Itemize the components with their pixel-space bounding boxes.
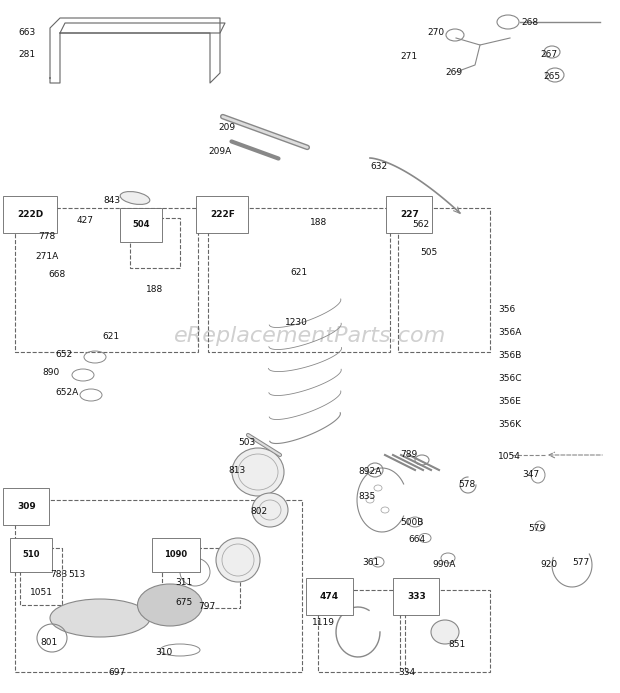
Text: 1119: 1119	[312, 618, 335, 627]
Text: 802: 802	[250, 507, 267, 516]
Text: 577: 577	[572, 558, 589, 567]
Ellipse shape	[431, 620, 459, 644]
Text: 188: 188	[310, 218, 327, 227]
Text: 500B: 500B	[400, 518, 423, 527]
Bar	[15, 500, 302, 672]
Text: 222D: 222D	[17, 210, 43, 219]
Text: 621: 621	[102, 332, 119, 341]
Bar	[398, 208, 490, 352]
Text: 271A: 271A	[35, 252, 58, 261]
Text: 664: 664	[408, 535, 425, 544]
Text: 990A: 990A	[432, 560, 455, 569]
Text: 778: 778	[38, 232, 55, 241]
Ellipse shape	[138, 584, 203, 626]
Text: 269: 269	[445, 68, 462, 77]
Bar	[15, 208, 198, 352]
Text: 890: 890	[42, 368, 60, 377]
Text: 222F: 222F	[210, 210, 235, 219]
Text: 1054: 1054	[498, 452, 521, 461]
Text: 1230: 1230	[285, 318, 308, 327]
Text: 1051: 1051	[30, 588, 53, 597]
Text: 265: 265	[543, 72, 560, 81]
Bar	[20, 548, 62, 605]
Text: 474: 474	[320, 592, 339, 601]
Text: 579: 579	[528, 524, 545, 533]
Bar	[162, 548, 240, 608]
Bar	[130, 218, 180, 268]
Text: 503: 503	[238, 438, 255, 447]
Text: 652: 652	[55, 350, 72, 359]
Text: 835: 835	[358, 492, 375, 501]
Text: 227: 227	[400, 210, 419, 219]
Text: 801: 801	[40, 638, 57, 647]
Text: 813: 813	[228, 466, 246, 475]
Text: 347: 347	[522, 470, 539, 479]
Text: 843: 843	[103, 196, 120, 205]
Text: 513: 513	[68, 570, 86, 579]
Text: 697: 697	[108, 668, 125, 677]
Text: 270: 270	[427, 28, 444, 37]
Text: 209A: 209A	[208, 147, 231, 156]
Ellipse shape	[216, 538, 260, 582]
Text: 427: 427	[77, 216, 94, 225]
Text: 356K: 356K	[498, 420, 521, 429]
Bar	[405, 590, 490, 672]
Text: 578: 578	[458, 480, 476, 489]
Text: 356B: 356B	[498, 351, 521, 360]
Text: 632: 632	[370, 162, 387, 171]
Text: 356: 356	[498, 305, 515, 314]
Text: 209: 209	[218, 123, 235, 132]
Text: 334: 334	[398, 668, 415, 677]
Text: 851: 851	[448, 640, 465, 649]
Text: eReplacementParts.com: eReplacementParts.com	[174, 326, 446, 346]
Text: 268: 268	[521, 18, 538, 27]
Text: 310: 310	[155, 648, 172, 657]
Ellipse shape	[50, 599, 150, 637]
Text: 356C: 356C	[498, 374, 521, 383]
Bar	[208, 208, 390, 352]
Bar	[318, 590, 400, 672]
Ellipse shape	[252, 493, 288, 527]
Text: 267: 267	[540, 50, 557, 59]
Text: 675: 675	[175, 598, 192, 607]
Text: 663: 663	[18, 28, 35, 37]
Text: 333: 333	[407, 592, 426, 601]
Text: 356E: 356E	[498, 397, 521, 406]
Text: 562: 562	[412, 220, 429, 229]
Text: 783: 783	[50, 570, 67, 579]
Text: 652A: 652A	[55, 388, 78, 397]
Text: 920: 920	[540, 560, 557, 569]
Text: 504: 504	[132, 220, 149, 229]
Text: 892A: 892A	[358, 467, 381, 476]
Ellipse shape	[232, 448, 284, 496]
Text: 510: 510	[22, 550, 40, 559]
Text: 505: 505	[420, 248, 437, 257]
Text: 668: 668	[48, 270, 65, 279]
Text: 361: 361	[362, 558, 379, 567]
Text: 309: 309	[17, 502, 36, 511]
Text: 1090: 1090	[164, 550, 187, 559]
Text: 281: 281	[18, 50, 35, 59]
Text: 789: 789	[400, 450, 417, 459]
Text: 797: 797	[198, 602, 215, 611]
Ellipse shape	[120, 191, 150, 204]
Text: 356A: 356A	[498, 328, 521, 337]
Text: 621: 621	[290, 268, 307, 277]
Text: 271: 271	[400, 52, 417, 61]
Text: 311: 311	[175, 578, 192, 587]
Text: 188: 188	[146, 285, 163, 294]
